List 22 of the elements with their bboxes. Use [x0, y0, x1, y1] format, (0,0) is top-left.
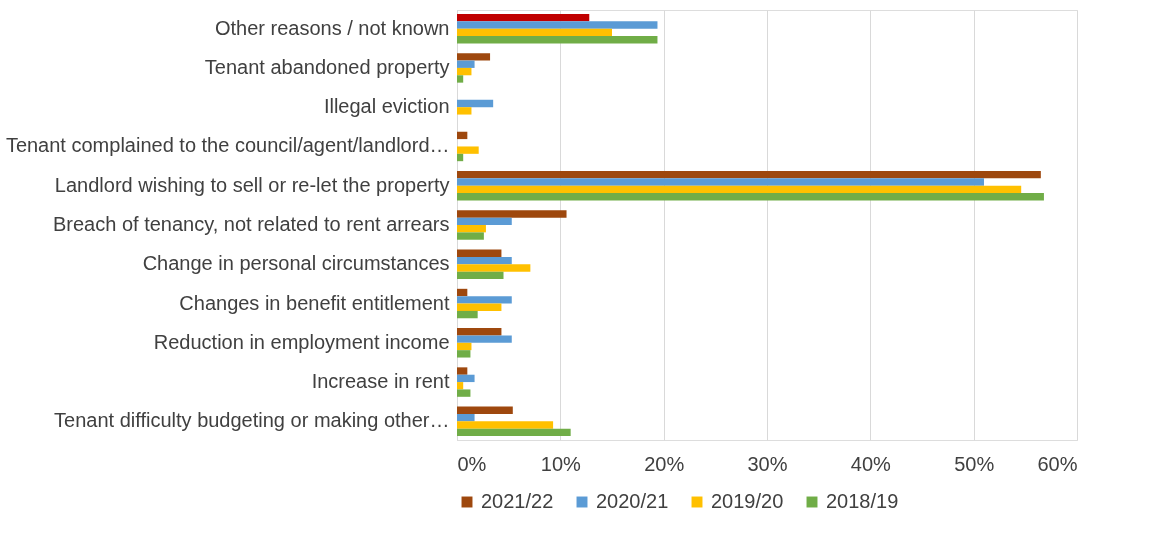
- x-tick-label: 40%: [850, 452, 892, 475]
- legend-label: 2021/22: [481, 490, 554, 512]
- y-tick-label: Breach of tenancy, not related to rent arrears: [52, 213, 450, 235]
- y-tick-label: Changes in benefit entitlement: [179, 291, 450, 314]
- x-tick-label: 60%: [1037, 452, 1078, 475]
- y-tick-label: Other reasons / not known: [214, 16, 450, 39]
- x-tick-label: 10%: [540, 452, 582, 475]
- y-tick-label: Reduction in employment income: [153, 330, 450, 353]
- y-tick-label: Landlord wishing to sell or re-let the property: [54, 173, 450, 196]
- y-tick-label: Tenant difficulty budgeting or making other…: [54, 409, 450, 432]
- legend-label: 2020/21: [596, 490, 669, 512]
- y-tick-label: Tenant abandoned property: [204, 55, 450, 78]
- x-tick-label: 20%: [644, 452, 685, 475]
- y-tick-label: Change in personal circumstances: [142, 252, 450, 275]
- x-tick-label: 0%: [457, 452, 487, 475]
- x-tick-label: 30%: [747, 452, 788, 475]
- legend-label: 2018/19: [826, 490, 899, 512]
- legend-label: 2019/20: [711, 490, 784, 512]
- y-tick-label: Illegal eviction: [323, 95, 450, 118]
- y-tick-label: Tenant complained to the council/agent/landlord…: [5, 134, 450, 157]
- x-tick-label: 50%: [954, 452, 995, 475]
- y-tick-label: Increase in rent: [311, 370, 450, 393]
